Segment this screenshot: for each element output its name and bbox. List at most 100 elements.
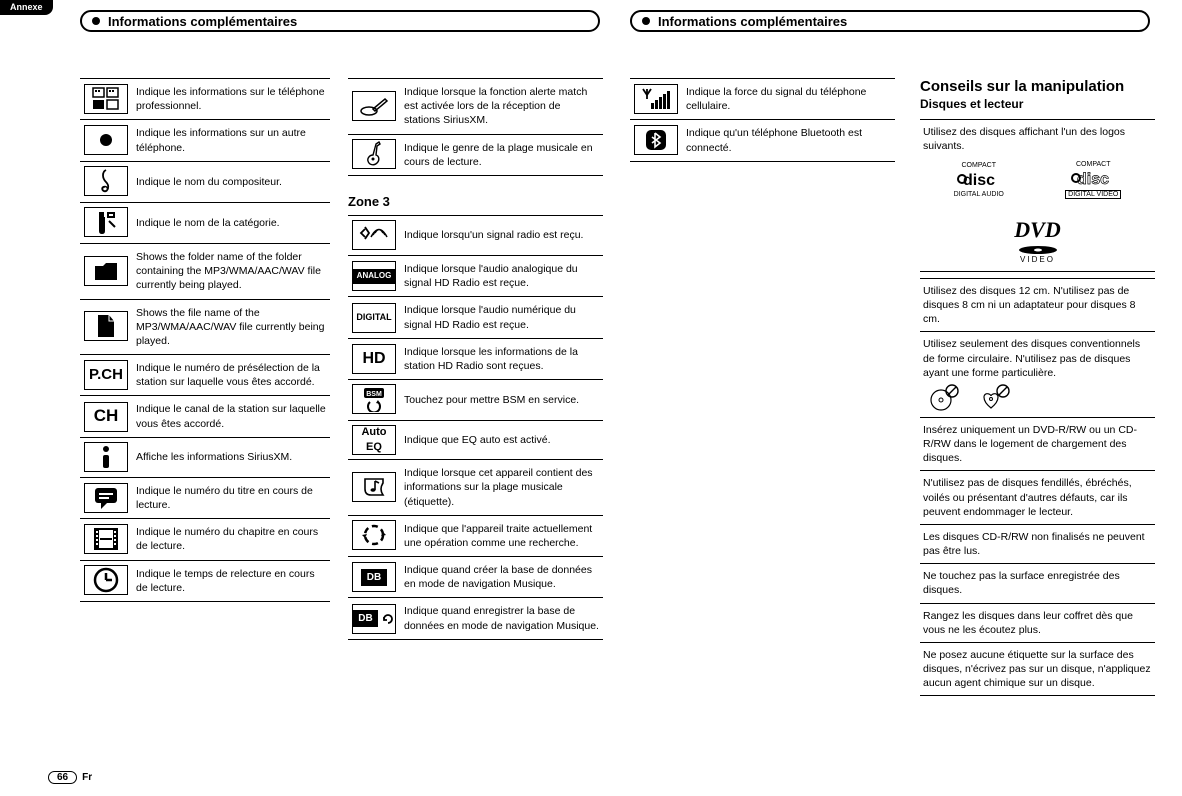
pen-icon [352,91,396,121]
icon-cell: CH [80,396,132,437]
icon-cell [348,215,400,255]
no-heart-disc-icon [977,384,1011,412]
icon-row: DIGITALIndique lorsque l'audio numérique… [348,297,603,338]
tip-row: Les disques CD-R/RW non finalisés ne peu… [920,524,1155,563]
disc-icon: disc [1068,168,1118,188]
radio-icon [352,220,396,250]
icon-description: Indique lorsque l'audio analogique du si… [400,256,603,297]
column-4: Conseils sur la manipulation Disques et … [920,78,1155,696]
cd-audio-logo: COMPACT disc DIGITAL AUDIO [954,162,1004,198]
icon-description: Indique les informations sur le téléphon… [132,79,330,120]
icon-cell: Auto EQ [348,421,400,460]
icon-cell [80,519,132,560]
header-dot [92,17,100,25]
icon-cell [630,120,682,161]
icon-description: Indique lorsque les informations de la s… [400,338,603,379]
annexe-tab: Annexe [0,0,53,15]
tips-logos-table: Utilisez des disques affichant l'un des … [920,119,1155,272]
tip-row: Rangez les disques dans leur coffret dès… [920,603,1155,642]
icon-description: Indique le temps de relecture en cours d… [132,560,330,601]
icon-row: Indique les informations sur un autre té… [80,120,330,161]
icon-cell [630,79,682,120]
icon-description: Affiche les informations SiriusXM. [132,437,330,477]
icon-cell [80,120,132,161]
icon-row: ANALOGIndique lorsque l'audio analogique… [348,256,603,297]
icon-row: CHIndique le canal de la station sur laq… [80,396,330,437]
dbrefresh-icon: DB [352,604,396,634]
icon-row: Affiche les informations SiriusXM. [80,437,330,477]
logo-digital-audio: DIGITAL AUDIO [954,191,1004,198]
icon-cell [80,477,132,518]
icon-row: Indique lorsque cet appareil contient de… [348,460,603,516]
cd-logos-row: COMPACT disc DIGITAL AUDIO COMPACT disc … [923,153,1152,203]
guitar-icon [352,139,396,169]
icon-cell: DB [348,598,400,639]
icon-description: Indique la force du signal du téléphone … [682,79,895,120]
page-badge: 66 Fr [48,771,92,784]
logo-digital-video: DIGITAL VIDEO [1065,190,1121,199]
clock-icon [84,565,128,595]
icon-cell [348,515,400,556]
disc-icon: disc [954,169,1004,189]
icon-description: Indique le genre de la plage musicale en… [400,134,603,175]
column-1: Indique les informations sur le téléphon… [80,78,330,602]
logo-compact: COMPACT [954,162,1004,169]
digital-icon: DIGITAL [352,303,396,333]
dvd-text: DVD [1014,217,1060,242]
cd-video-logo: COMPACT disc DIGITAL VIDEO [1065,161,1121,199]
icon-cell: ANALOG [348,256,400,297]
tip-text: Ne posez aucune étiquette sur la surface… [920,642,1155,696]
icon-row: Indique lorsqu'un signal radio est reçu. [348,215,603,255]
dot-icon [84,125,128,155]
icon-row: Indique les informations sur le téléphon… [80,79,330,120]
svg-text:disc: disc [963,172,995,189]
icon-row: Indique le temps de relecture en cours d… [80,560,330,601]
icon-cell: DIGITAL [348,297,400,338]
bottle-icon [84,207,128,237]
icon-description: Indique le nom de la catégorie. [132,202,330,243]
dvd-disc-icon [1018,245,1058,255]
icon-cell [80,202,132,243]
icon-row: DBIndique quand créer la base de données… [348,557,603,598]
ch-icon: CH [84,402,128,432]
tip-text: Ne touchez pas la surface enregistrée de… [920,564,1155,603]
spin-icon [352,520,396,550]
icon-description: Indique lorsque la fonction alerte match… [400,79,603,135]
chat-icon [84,483,128,513]
icon-cell [80,161,132,202]
column-2: Indique lorsque la fonction alerte match… [348,78,603,640]
tip-text: Utilisez des disques 12 cm. N'utilisez p… [920,278,1155,332]
zone3-title: Zone 3 [348,194,603,209]
icon-description: Indique qu'un téléphone Bluetooth est co… [682,120,895,161]
tip-row: Utilisez des disques 12 cm. N'utilisez p… [920,278,1155,332]
header-bar-right: Informations complémentaires [630,10,1150,32]
icon-description: Indique que l'appareil traite actuelleme… [400,515,603,556]
icon-row: DBIndique quand enregistrer la base de d… [348,598,603,639]
pch-icon: P.CH [84,360,128,390]
dvd-logo-block: DVD VIDEO [923,215,1152,265]
tip-text: Utilisez seulement des disques conventio… [920,332,1155,418]
tip-text: N'utilisez pas de disques fendillés, ébr… [920,471,1155,525]
icon-cell: BSM [348,380,400,421]
icon-description: Indique le numéro du titre en cours de l… [132,477,330,518]
icon-description: Indique le nom du compositeur. [132,161,330,202]
icon-table-1: Indique les informations sur le téléphon… [80,78,330,602]
tip-text: Rangez les disques dans leur coffret dès… [920,603,1155,642]
db-icon: DB [352,562,396,592]
icon-description: Shows the file name of the MP3/WMA/AAC/W… [132,299,330,355]
icon-description: Indique lorsque cet appareil contient de… [400,460,603,516]
icon-row: Shows the file name of the MP3/WMA/AAC/W… [80,299,330,355]
icon-description: Shows the folder name of the folder cont… [132,244,330,300]
icon-row: Indique le numéro du titre en cours de l… [80,477,330,518]
icon-description: Indique les informations sur un autre té… [132,120,330,161]
hd-icon: HD [352,344,396,374]
svg-text:disc: disc [1077,171,1109,188]
header-bar-left: Informations complémentaires [80,10,600,32]
page-lang: Fr [82,772,92,783]
header-title-right: Informations complémentaires [658,14,847,29]
file-icon [84,311,128,341]
note-icon [352,472,396,502]
icon-cell [80,560,132,601]
icon-cell: P.CH [80,355,132,396]
icon-cell [80,79,132,120]
